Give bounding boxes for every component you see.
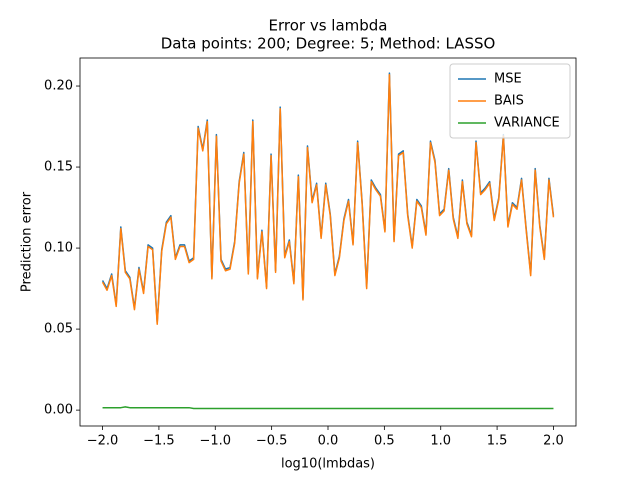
y-tick-label: 0.00: [44, 403, 73, 418]
legend-label: VARIANCE: [494, 116, 560, 131]
plot-frame: [79, 57, 577, 427]
x-tick-label: 1.0: [430, 434, 451, 449]
x-tick-label: 2.0: [543, 434, 564, 449]
y-axis-label: Prediction error: [20, 191, 35, 292]
chart-subtitle: Data points: 200; Degree: 5; Method: LAS…: [161, 35, 496, 53]
legend-label: BAIS: [494, 94, 524, 109]
y-tick-label: 0.15: [44, 160, 73, 175]
x-tick-label: 0.5: [374, 434, 395, 449]
legend-box: [449, 63, 571, 139]
chart-title: Error vs lambda: [269, 17, 388, 35]
y-tick-label: 0.10: [44, 241, 73, 256]
x-tick-label: 0.0: [318, 434, 339, 449]
line-series: [102, 406, 554, 410]
x-tick-label: 1.5: [487, 434, 508, 449]
line-series: [101, 73, 555, 325]
x-axis-label: log10(lmbdas): [281, 457, 375, 472]
x-tick-label: −0.5: [256, 434, 288, 449]
legend-label: MSE: [494, 72, 522, 87]
x-tick-label: −2.0: [87, 434, 119, 449]
y-tick-label: 0.20: [44, 79, 73, 94]
y-tick-label: 0.05: [44, 322, 73, 337]
x-tick-label: −1.0: [199, 434, 231, 449]
x-tick-label: −1.5: [143, 434, 175, 449]
